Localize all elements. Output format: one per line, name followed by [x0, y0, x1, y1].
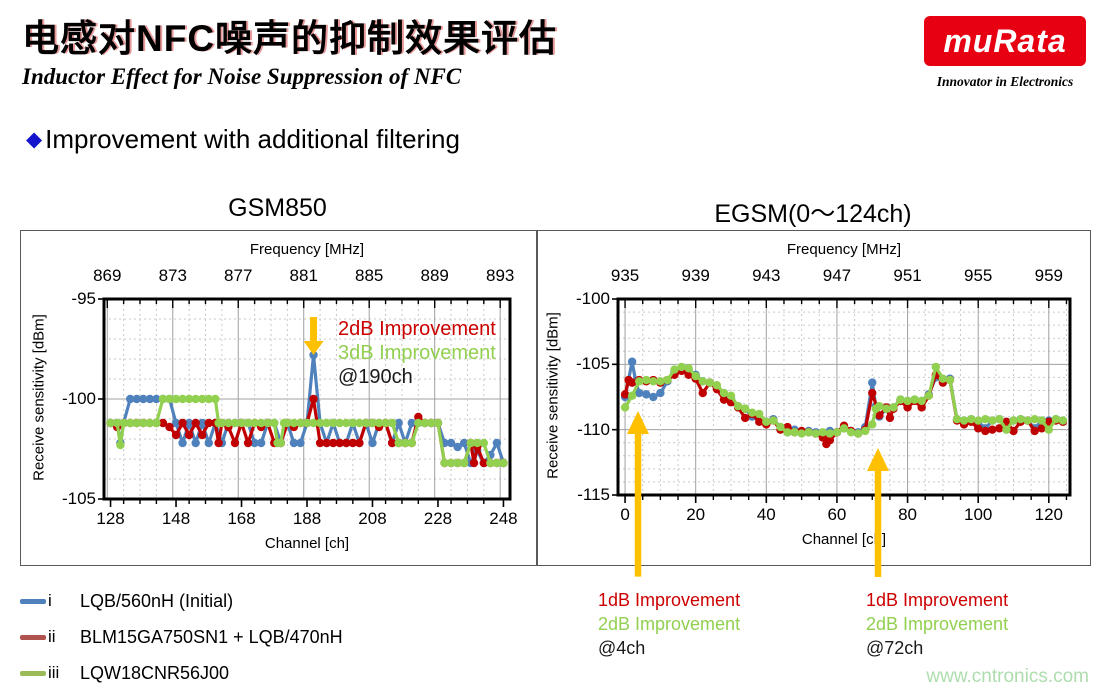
x-tick-label-top: 951	[893, 266, 922, 285]
legend: i LQB/560nH (Initial) ii BLM15GA750SN1 +…	[20, 590, 343, 684]
x-tick-label-bottom: 20	[686, 505, 706, 524]
egsm-4ch-annotation: 1dB Improvement 2dB Improvement @4ch	[598, 588, 740, 660]
legend-swatch-green	[20, 670, 46, 676]
x-tick-label-bottom: 0	[620, 505, 630, 524]
x-tick-label-bottom: 100	[964, 505, 993, 524]
plot-border	[102, 297, 512, 501]
egsm-72ch-line-channel: @72ch	[866, 638, 924, 658]
series-1-markers	[620, 366, 1068, 449]
legend-item-blm-lqb: ii BLM15GA750SN1 + LQB/470nH	[20, 626, 343, 648]
x-tick-label-top: 955	[964, 266, 993, 285]
egsm-72ch-annotation: 1dB Improvement 2dB Improvement @72ch	[866, 588, 1008, 660]
x-tick-label-top: 947	[822, 266, 852, 285]
y-tick-label: -105	[575, 354, 610, 374]
egsm-72ch-line-green: 2dB Improvement	[866, 614, 1009, 634]
x-tick-label-bottom: 208	[358, 509, 387, 528]
y-tick-label: -105	[61, 489, 96, 508]
x-tick-label-bottom: 148	[161, 509, 191, 528]
x-tick-label-top: 939	[681, 266, 710, 285]
legend-item-lqw: iii LQW18CNR56J00	[20, 662, 343, 684]
x-tick-label-top: 869	[93, 266, 122, 285]
legend-numeral: ii	[48, 627, 56, 646]
y-tick-label: -110	[577, 419, 610, 439]
egsm-bottom-axis-label: Channel [ch]	[801, 531, 887, 548]
x-tick-label-bottom: 40	[756, 505, 776, 524]
y-tick-label: -95	[71, 289, 96, 308]
series-2-markers	[620, 362, 1068, 438]
x-tick-label-top: 893	[485, 266, 515, 285]
diamond-bullet-icon: ◆	[26, 128, 43, 151]
x-tick-label-top: 881	[289, 266, 318, 285]
legend-label: LQB/560nH (Initial)	[80, 590, 234, 611]
y-tick-label: -100	[61, 389, 96, 408]
legend-swatch-blue	[20, 598, 46, 604]
legend-numeral: iii	[48, 663, 60, 682]
gsm850-improvement-annotation: 2dB Improvement 3dB Improvement @190ch	[338, 317, 496, 389]
murata-logo: muRata	[924, 16, 1086, 66]
egsm-top-axis-label: Frequency [MHz]	[786, 241, 902, 258]
plot-border	[616, 297, 1072, 497]
gsm850-chart-title: GSM850	[228, 194, 327, 222]
x-tick-label-top: 889	[420, 266, 449, 285]
gsm850-annotation-line-green: 3dB Improvement	[338, 342, 496, 364]
egsm-plot	[612, 297, 1072, 503]
x-tick-label-bottom: 228	[423, 509, 453, 528]
gsm850-annotation-line-red: 2dB Improvement	[338, 318, 496, 340]
x-tick-label-top: 943	[752, 266, 781, 285]
x-tick-label-bottom: 188	[292, 509, 322, 528]
gsm850-bottom-axis-label: Channel [ch]	[264, 535, 350, 552]
x-tick-label-top: 935	[610, 266, 640, 285]
egsm-chart-panel: Frequency [MHz] Channel [ch] Receive sen…	[537, 230, 1091, 566]
legend-swatch-red	[20, 634, 46, 640]
bullet-heading: ◆ Improvement with additional filtering	[26, 124, 460, 155]
x-tick-label-bottom: 248	[489, 509, 518, 528]
x-tick-label-top: 873	[158, 266, 187, 285]
gsm850-top-axis-label: Frequency [MHz]	[249, 241, 365, 258]
legend-numeral: i	[48, 591, 52, 610]
page-subtitle: Inductor Effect for Noise Suppression of…	[22, 64, 462, 89]
murata-brand-text: muRata	[943, 22, 1067, 59]
legend-label: BLM15GA750SN1 + LQB/470nH	[80, 626, 343, 647]
x-tick-label-bottom: 168	[227, 509, 256, 528]
axis-ticks	[612, 298, 1068, 503]
up-arrow-4ch-icon	[627, 411, 650, 577]
x-tick-label-top: 885	[355, 266, 384, 285]
gridlines	[618, 299, 1070, 495]
x-tick-label-bottom: 80	[898, 505, 918, 524]
y-tick-label: -115	[577, 485, 610, 504]
watermark: www.cntronics.com	[926, 666, 1089, 687]
gsm850-plot	[98, 297, 512, 507]
egsm-y-axis-label: Receive sensitivity [dBm]	[544, 312, 562, 479]
gsm850-annotation-line-channel: @190ch	[338, 366, 413, 388]
x-tick-label-bottom: 128	[96, 509, 125, 528]
legend-item-initial: i LQB/560nH (Initial)	[20, 590, 343, 612]
up-arrow-72ch-icon	[867, 447, 890, 577]
series-1-line	[623, 369, 1064, 446]
page-title: 电感对NFC噪声的抑制效果评估	[22, 18, 558, 59]
series-1-markers	[106, 394, 508, 468]
series-2-markers	[106, 394, 508, 468]
x-tick-label-top: 877	[224, 266, 253, 285]
x-tick-label-bottom: 60	[827, 505, 847, 524]
egsm-4ch-line-green: 2dB Improvement	[598, 614, 741, 634]
gsm850-chart-panel: Frequency [MHz] Channel [ch] Receive sen…	[20, 230, 537, 566]
egsm-chart-title: EGSM(0～124ch)	[714, 200, 912, 228]
x-tick-label-bottom: 120	[1034, 505, 1063, 524]
egsm-72ch-line-red: 1dB Improvement	[866, 590, 1009, 610]
legend-label: LQW18CNR56J00	[80, 662, 230, 683]
murata-tagline: Innovator in Electronics	[936, 74, 1074, 89]
egsm-4ch-line-red: 1dB Improvement	[598, 590, 741, 610]
down-arrow-icon	[303, 317, 324, 355]
bullet-text: Improvement with additional filtering	[45, 124, 460, 154]
egsm-4ch-line-channel: @4ch	[598, 638, 646, 658]
y-tick-label: -100	[575, 289, 610, 308]
x-tick-label-top: 959	[1034, 266, 1063, 285]
